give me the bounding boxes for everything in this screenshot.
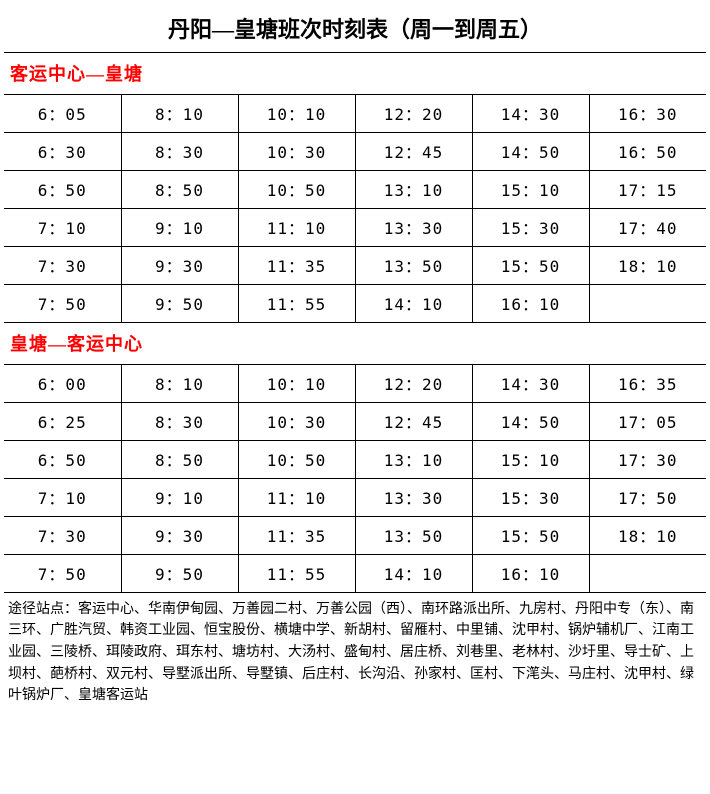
- section-header-2: 皇塘—客运中心: [4, 322, 706, 364]
- time-cell: 6：00: [4, 364, 121, 402]
- route-stops: 途径站点：客运中心、华南伊甸园、万善园二村、万善公园（西）、南环路派出所、九房村…: [4, 592, 706, 713]
- time-cell: 15：10: [472, 170, 589, 208]
- time-cell: 6：50: [4, 440, 121, 478]
- time-cell: 6：25: [4, 402, 121, 440]
- time-cell: 11：10: [238, 208, 355, 246]
- table-row: 7：109：1011：1013：3015：3017：50: [4, 478, 706, 516]
- time-cell: 9：30: [121, 246, 238, 284]
- time-cell: 11：55: [238, 284, 355, 322]
- time-cell: 8：50: [121, 170, 238, 208]
- time-cell: 10：30: [238, 402, 355, 440]
- timetable-container: 丹阳—皇塘班次时刻表（周一到周五）客运中心—皇塘6：058：1010：1012：…: [0, 0, 710, 717]
- section-header-1: 客运中心—皇塘: [4, 52, 706, 94]
- table-row: 6：008：1010：1012：2014：3016：35: [4, 364, 706, 402]
- time-cell: 13：30: [355, 208, 472, 246]
- time-cell: 8：30: [121, 402, 238, 440]
- table-row: 7：509：5011：5514：1016：10: [4, 284, 706, 322]
- table-row: 7：109：1011：1013：3015：3017：40: [4, 208, 706, 246]
- table-row: 6：508：5010：5013：1015：1017：15: [4, 170, 706, 208]
- time-cell: 18：10: [589, 516, 706, 554]
- time-cell: 8：30: [121, 132, 238, 170]
- time-cell: 7：30: [4, 516, 121, 554]
- time-cell: 8：10: [121, 364, 238, 402]
- timetable: 丹阳—皇塘班次时刻表（周一到周五）客运中心—皇塘6：058：1010：1012：…: [4, 4, 706, 713]
- time-cell: 15：30: [472, 208, 589, 246]
- time-cell: 6：05: [4, 94, 121, 132]
- time-cell: 14：50: [472, 402, 589, 440]
- time-cell: 13：10: [355, 440, 472, 478]
- time-cell: 18：10: [589, 246, 706, 284]
- time-cell: 16：50: [589, 132, 706, 170]
- time-cell: 7：50: [4, 554, 121, 592]
- time-cell: [589, 284, 706, 322]
- table-row: 6：058：1010：1012：2014：3016：30: [4, 94, 706, 132]
- table-row: 6：258：3010：3012：4514：5017：05: [4, 402, 706, 440]
- time-cell: 8：50: [121, 440, 238, 478]
- time-cell: 12：45: [355, 402, 472, 440]
- time-cell: 10：10: [238, 94, 355, 132]
- time-cell: 10：50: [238, 440, 355, 478]
- time-cell: 11：35: [238, 516, 355, 554]
- time-cell: 7：10: [4, 478, 121, 516]
- time-cell: 13：50: [355, 246, 472, 284]
- time-cell: 17：50: [589, 478, 706, 516]
- time-cell: 9：50: [121, 284, 238, 322]
- time-cell: 11：35: [238, 246, 355, 284]
- time-cell: 16：30: [589, 94, 706, 132]
- time-cell: 12：20: [355, 94, 472, 132]
- time-cell: 9：30: [121, 516, 238, 554]
- time-cell: 8：10: [121, 94, 238, 132]
- table-row: 6：308：3010：3012：4514：5016：50: [4, 132, 706, 170]
- time-cell: 11：10: [238, 478, 355, 516]
- time-cell: 6：30: [4, 132, 121, 170]
- time-cell: 7：30: [4, 246, 121, 284]
- time-cell: 12：45: [355, 132, 472, 170]
- table-row: 6：508：5010：5013：1015：1017：30: [4, 440, 706, 478]
- time-cell: 17：30: [589, 440, 706, 478]
- time-cell: 10：50: [238, 170, 355, 208]
- time-cell: 17：05: [589, 402, 706, 440]
- time-cell: 9：10: [121, 478, 238, 516]
- time-cell: 9：50: [121, 554, 238, 592]
- time-cell: 13：30: [355, 478, 472, 516]
- time-cell: 17：15: [589, 170, 706, 208]
- time-cell: 14：10: [355, 284, 472, 322]
- time-cell: 15：50: [472, 246, 589, 284]
- page-title: 丹阳—皇塘班次时刻表（周一到周五）: [4, 4, 706, 52]
- time-cell: [589, 554, 706, 592]
- time-cell: 7：10: [4, 208, 121, 246]
- time-cell: 14：10: [355, 554, 472, 592]
- time-cell: 15：30: [472, 478, 589, 516]
- time-cell: 16：35: [589, 364, 706, 402]
- time-cell: 10：30: [238, 132, 355, 170]
- time-cell: 14：50: [472, 132, 589, 170]
- time-cell: 14：30: [472, 94, 589, 132]
- time-cell: 15：50: [472, 516, 589, 554]
- time-cell: 10：10: [238, 364, 355, 402]
- table-row: 7：509：5011：5514：1016：10: [4, 554, 706, 592]
- time-cell: 11：55: [238, 554, 355, 592]
- time-cell: 13：10: [355, 170, 472, 208]
- time-cell: 6：50: [4, 170, 121, 208]
- table-row: 7：309：3011：3513：5015：5018：10: [4, 246, 706, 284]
- table-row: 7：309：3011：3513：5015：5018：10: [4, 516, 706, 554]
- time-cell: 14：30: [472, 364, 589, 402]
- time-cell: 13：50: [355, 516, 472, 554]
- time-cell: 9：10: [121, 208, 238, 246]
- time-cell: 16：10: [472, 284, 589, 322]
- time-cell: 15：10: [472, 440, 589, 478]
- time-cell: 7：50: [4, 284, 121, 322]
- time-cell: 12：20: [355, 364, 472, 402]
- time-cell: 16：10: [472, 554, 589, 592]
- time-cell: 17：40: [589, 208, 706, 246]
